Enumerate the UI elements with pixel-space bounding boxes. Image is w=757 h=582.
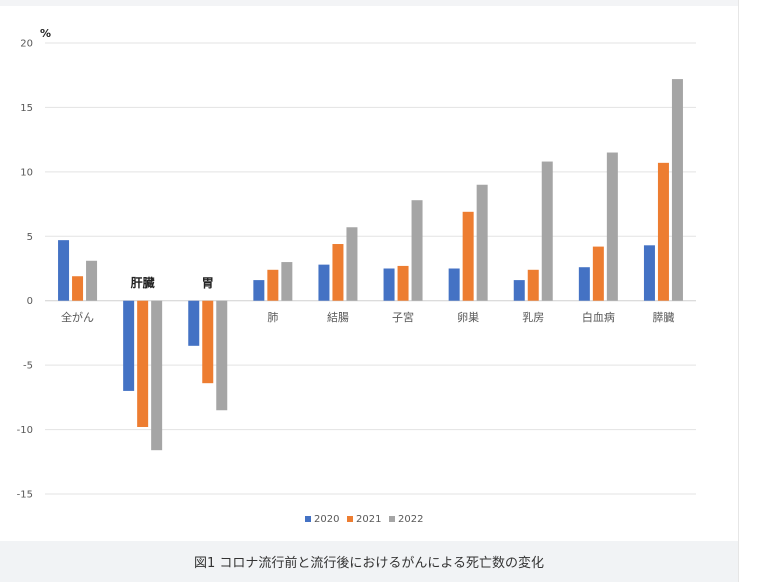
legend-swatch-2020 <box>305 516 311 522</box>
bars <box>58 79 683 451</box>
figure-caption-bar: 図1 コロナ流行前と流行後におけるがんによる死亡数の変化 <box>0 541 738 582</box>
category-label: 肝臓 <box>131 275 155 290</box>
y-tick-label: 20 <box>20 39 33 50</box>
bar-2022-5 <box>411 200 423 301</box>
bar-2020-9 <box>643 245 655 301</box>
category-label: 結腸 <box>327 310 349 324</box>
y-tick-label: 15 <box>20 103 33 114</box>
category-label: 乳房 <box>522 311 544 324</box>
figure-caption: 図1 コロナ流行前と流行後におけるがんによる死亡数の変化 <box>193 556 544 571</box>
top-divider <box>0 0 738 6</box>
bar-2022-2 <box>216 300 228 411</box>
category-label: 全がん <box>61 310 94 324</box>
y-tick-label: -10 <box>17 425 33 436</box>
category-labels: 全がん 肝臓 胃肺 結腸 子宮 卵巣 乳房 白血病 膵臓 <box>61 275 674 324</box>
bar-2021-8 <box>592 246 604 301</box>
bar-2020-0 <box>58 240 70 301</box>
category-label: 子宮 <box>392 310 414 324</box>
bar-2022-8 <box>606 152 618 301</box>
category-label: 肺 <box>267 311 278 324</box>
y-tick-label: 10 <box>20 167 33 178</box>
legend-label: 2021 <box>356 514 381 525</box>
bar-2022-9 <box>671 79 683 301</box>
bar-2021-9 <box>657 162 669 301</box>
legend-label: 2020 <box>314 514 339 525</box>
y-tick-label: -5 <box>23 361 33 372</box>
y-tick-label: 5 <box>27 232 33 243</box>
bar-2020-4 <box>318 264 330 301</box>
bar-2021-6 <box>462 211 474 301</box>
y-tick-label: -15 <box>17 490 33 501</box>
bar-2022-3 <box>281 262 293 301</box>
category-label: 胃 <box>202 276 214 290</box>
bar-2021-1 <box>137 300 149 427</box>
bar-2022-0 <box>86 260 98 301</box>
bar-2020-3 <box>253 280 265 301</box>
legend-swatch-2022 <box>389 516 395 522</box>
category-label: 卵巣 <box>457 311 479 324</box>
bar-2022-7 <box>541 161 553 301</box>
y-axis-ticks: 20 15 10 5 0 -5 -10 -15 <box>17 39 33 501</box>
y-axis-unit-label: % <box>40 27 51 40</box>
bar-2020-7 <box>513 280 525 301</box>
bar-2021-2 <box>202 300 214 384</box>
bar-2021-4 <box>332 244 344 301</box>
bar-2020-5 <box>383 268 395 301</box>
bar-2021-5 <box>397 265 409 301</box>
y-tick-label: 0 <box>27 296 33 307</box>
chart-frame: 20 15 10 5 0 -5 -10 -15 % 全がん 肝臓胃肺結腸 子宮 卵巣 乳房 白血病 膵臓 … <box>0 0 739 582</box>
bar-2020-1 <box>123 300 135 391</box>
legend-swatch-2021 <box>347 516 353 522</box>
bar-2022-4 <box>346 227 358 301</box>
bar-2022-6 <box>476 184 488 301</box>
bar-2021-7 <box>527 269 539 301</box>
category-label: 膵臓 <box>652 311 674 324</box>
bar-2020-6 <box>448 268 460 301</box>
category-label: 白血病 <box>582 310 615 324</box>
bar-2021-3 <box>267 269 279 301</box>
bar-2022-1 <box>151 300 163 451</box>
bar-2020-8 <box>578 267 590 301</box>
bar-2020-2 <box>188 300 200 346</box>
legend-label: 2022 <box>398 514 423 525</box>
bar-2021-0 <box>72 276 84 301</box>
legend: 2020 2021 2022 <box>305 514 423 525</box>
